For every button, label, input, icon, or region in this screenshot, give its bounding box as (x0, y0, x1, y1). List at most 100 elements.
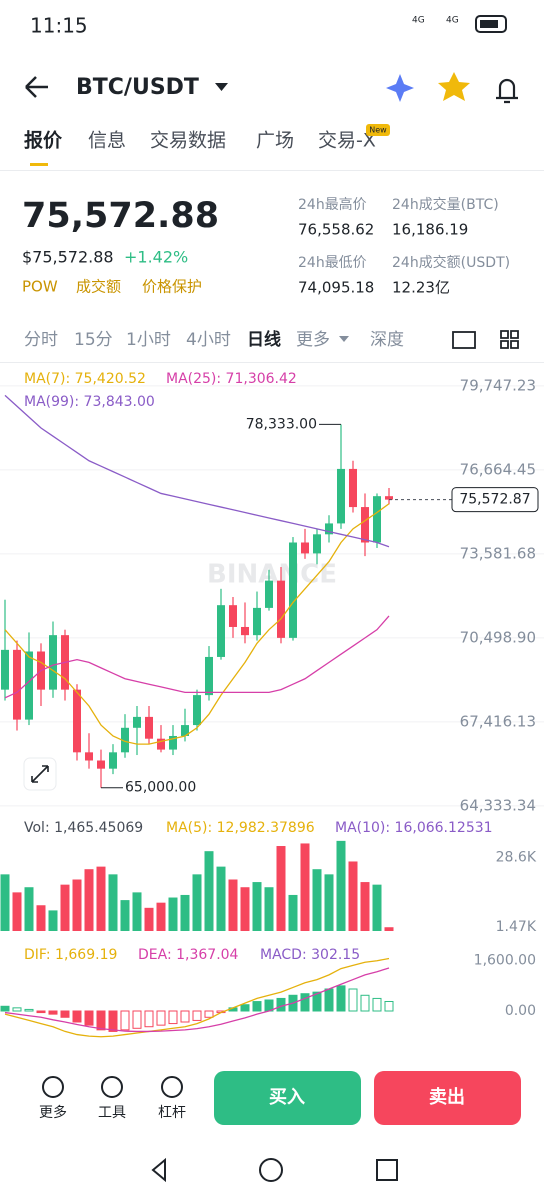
volume-bar (48, 910, 58, 931)
volume-bar (384, 927, 394, 931)
last-price: 75,572.88 (22, 196, 219, 236)
volume-bar (180, 894, 190, 931)
volume-bar (324, 874, 334, 931)
macd-label: DEA: 1,367.04 (138, 947, 239, 963)
volume-bar (12, 892, 22, 931)
tab[interactable]: 交易数据 (150, 130, 226, 152)
divider (0, 362, 544, 363)
volume-bar (168, 897, 178, 931)
candle-body (97, 760, 105, 769)
y-tick-label: 76,664.45 (460, 460, 536, 478)
candle-body (205, 656, 213, 696)
interval[interactable]: 更多 (296, 330, 330, 350)
tab[interactable]: 广场 (256, 130, 294, 152)
candle-body (289, 542, 297, 638)
tag[interactable]: 成交额 (76, 278, 121, 296)
nav-recent[interactable] (376, 1159, 398, 1181)
candle-body (169, 735, 177, 750)
volume-bar (72, 879, 82, 931)
volume-bar (84, 869, 94, 931)
macd-bar (72, 1010, 82, 1023)
nav-home[interactable] (259, 1158, 283, 1182)
bell[interactable] (496, 78, 518, 104)
volume-bar (264, 887, 274, 931)
candle-body (349, 468, 357, 508)
pair[interactable]: BTC/USDT (76, 75, 199, 100)
layout-icon[interactable] (500, 330, 519, 349)
volume-bar (216, 866, 226, 931)
ai-icon[interactable] (386, 74, 414, 102)
candle-body (157, 738, 165, 750)
candle-body (121, 727, 129, 753)
tool-icon[interactable] (42, 1076, 64, 1098)
tool-label[interactable]: 工具 (98, 1105, 126, 1121)
volume-bar (240, 887, 250, 931)
stat-label: 24h成交量(BTC) (392, 196, 499, 213)
volume-bar (288, 894, 298, 931)
macd-bar (0, 1005, 10, 1012)
back[interactable] (25, 76, 48, 98)
macd-label: DIF: 1,669.19 (24, 947, 117, 963)
macd-bar (84, 1010, 94, 1026)
candle-body (313, 534, 321, 554)
tool-label[interactable]: 更多 (39, 1104, 67, 1121)
stat-label: 24h最高价 (298, 196, 367, 213)
tab-indicator (30, 163, 48, 166)
favorite[interactable] (438, 72, 470, 101)
volume-bar (108, 874, 118, 931)
volume-bar (372, 884, 382, 931)
candle-body (301, 542, 309, 554)
tag[interactable]: 价格保护 (142, 278, 202, 296)
more-arrow (339, 336, 349, 342)
ma-label: MA(99): 73,843.00 (24, 394, 155, 410)
min-label: 65,000.00 (125, 780, 196, 796)
badge-text: New (369, 126, 387, 135)
macd-bar (132, 1010, 142, 1029)
macd-bar (360, 994, 370, 1012)
macd-tick-label: 1,600.00 (474, 953, 536, 969)
tool-icon[interactable] (161, 1076, 183, 1098)
nav-back[interactable] (151, 1157, 166, 1183)
interval[interactable]: 日线 (247, 329, 281, 350)
volume-bar (300, 843, 310, 931)
candle-body (361, 507, 369, 543)
macd-bar (96, 1010, 106, 1031)
macd-bar (372, 997, 382, 1012)
indicator-icon[interactable] (452, 331, 476, 349)
tab[interactable]: 交易-X (318, 130, 376, 152)
sell-label[interactable]: 卖出 (429, 1086, 465, 1108)
candle-body (385, 496, 393, 500)
interval[interactable]: 4小时 (186, 330, 231, 350)
volume-bar (336, 840, 346, 931)
interval[interactable]: 1小时 (126, 330, 171, 350)
sell-button[interactable] (374, 1071, 521, 1125)
volume-tick-label: 1.47K (496, 919, 537, 935)
buy-button[interactable] (214, 1071, 361, 1125)
volume-bar (192, 874, 202, 931)
interval[interactable]: 深度 (370, 330, 404, 350)
macd-bar (120, 1010, 130, 1031)
volume-bar (96, 866, 106, 931)
candle-body (265, 580, 273, 608)
volume-bar (36, 905, 46, 931)
indicator-line (4, 967, 390, 1033)
volume-bar (228, 879, 238, 931)
volume-bar (312, 869, 322, 931)
tab[interactable]: 报价 (24, 129, 63, 152)
volume-bar (144, 907, 154, 931)
macd-bar (204, 1010, 214, 1018)
dropdown[interactable] (215, 83, 228, 91)
change: +1.42% (124, 248, 188, 267)
tab[interactable]: 信息 (88, 130, 126, 152)
interval[interactable]: 15分 (74, 330, 113, 350)
tag[interactable]: POW (22, 278, 58, 296)
macd-bar (300, 993, 310, 1012)
buy-label[interactable]: 买入 (269, 1087, 305, 1108)
signal: 4G (446, 16, 459, 26)
macd-bar (180, 1010, 190, 1023)
tool-label[interactable]: 杠杆 (158, 1105, 186, 1121)
tool-icon[interactable] (101, 1076, 123, 1098)
interval[interactable]: 分时 (24, 330, 58, 350)
